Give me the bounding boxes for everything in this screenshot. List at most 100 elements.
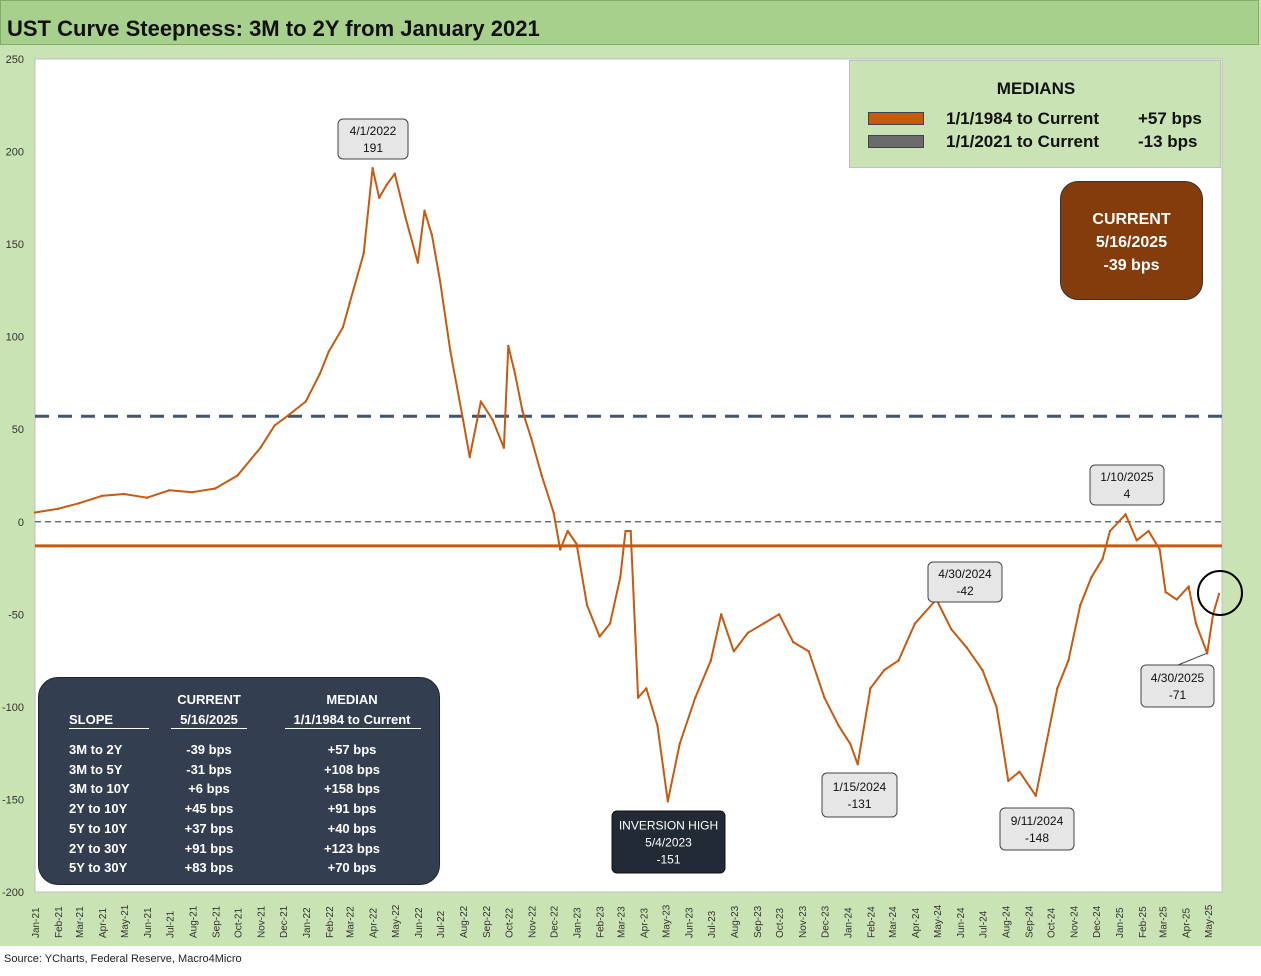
- x-tick-label: Jun-21: [143, 907, 154, 938]
- data-point: [530, 437, 533, 440]
- data-point: [869, 687, 872, 690]
- slope-table: CURRENT MEDIAN SLOPE 5/16/2025 1/1/1984 …: [38, 677, 440, 885]
- annotation-box: [821, 772, 898, 818]
- data-point: [777, 613, 781, 616]
- legend-label-median-2021: 1/1/2021 to Current: [946, 132, 1100, 151]
- x-tick-label: May-25: [1204, 904, 1215, 938]
- header-slope: SLOPE: [69, 712, 114, 727]
- data-point: [608, 622, 612, 625]
- data-point: [288, 413, 291, 416]
- data-point: [1090, 576, 1093, 579]
- data-point: [762, 622, 765, 625]
- source-note: Source: YCharts, Federal Reserve, Macro4…: [4, 953, 242, 965]
- slope-row-current: +37 bps: [184, 820, 234, 836]
- data-point: [995, 705, 998, 709]
- x-tick-label: Oct-24: [1047, 908, 1058, 938]
- x-tick-label: Jun-22: [414, 907, 425, 938]
- x-tick-label: Apr-25: [1182, 908, 1193, 938]
- medians-title: MEDIANS: [996, 79, 1076, 98]
- annotation-text: -148: [1025, 831, 1049, 845]
- x-tick-label: May-21: [120, 904, 131, 938]
- data-point: [619, 576, 622, 579]
- data-point: [468, 455, 471, 459]
- data-point: [214, 487, 217, 490]
- x-tick-label: Jul-24: [978, 910, 989, 938]
- data-point: [645, 687, 648, 690]
- x-tick-label: Nov-24: [1070, 905, 1081, 938]
- x-tick-label: Mar-24: [888, 906, 899, 938]
- annotation-box: [1089, 464, 1165, 506]
- data-point: [807, 650, 810, 653]
- data-point: [1124, 513, 1127, 516]
- x-tick-label: Nov-22: [527, 905, 538, 938]
- data-point: [191, 490, 194, 494]
- annotation-text: 4/1/2022: [350, 124, 397, 138]
- x-tick-label: Mar-25: [1159, 906, 1170, 938]
- data-point: [950, 627, 953, 631]
- data-point: [168, 489, 171, 492]
- data-point: [502, 446, 506, 449]
- data-point: [1147, 529, 1150, 533]
- data-point: [77, 502, 80, 505]
- annotation-text: -131: [847, 797, 871, 811]
- data-point: [393, 172, 397, 175]
- data-point: [304, 400, 307, 403]
- annotation-connector: [1177, 652, 1208, 666]
- data-point: [56, 507, 60, 511]
- data-point: [694, 696, 697, 699]
- data-point: [430, 233, 434, 237]
- current-value-box: CURRENT 5/16/2025 -39 bps: [1060, 181, 1203, 300]
- data-point: [1007, 779, 1010, 783]
- data-point: [385, 183, 388, 187]
- data-point: [981, 668, 984, 672]
- legend-item-median-1984: 1/1/1984 to Current +57 bps: [868, 109, 1208, 131]
- data-point: [552, 511, 555, 514]
- data-point: [837, 724, 840, 727]
- x-tick-label: Aug-22: [459, 905, 470, 938]
- y-tick-label: -100: [2, 702, 24, 714]
- data-point: [507, 344, 510, 348]
- data-point: [666, 800, 670, 803]
- slope-row-current: +6 bps: [188, 781, 230, 797]
- medians-legend: MEDIANS 1/1/1984 to Current +57 bps 1/1/…: [849, 60, 1221, 168]
- data-point: [1034, 794, 1037, 797]
- x-tick-label: Jun-24: [956, 907, 967, 938]
- x-tick-label: Jul-21: [165, 910, 176, 938]
- x-tick-label: Jul-23: [707, 910, 718, 938]
- data-point: [1079, 603, 1082, 607]
- data-point: [438, 279, 442, 283]
- x-tick-label: Feb-24: [866, 906, 877, 938]
- x-tick-label: Jan-24: [843, 907, 854, 938]
- data-point: [491, 418, 494, 422]
- data-point: [273, 424, 276, 427]
- data-point: [598, 635, 601, 638]
- header-underline-median: [285, 728, 421, 729]
- data-point: [849, 742, 852, 746]
- x-tick-label: Mar-23: [616, 906, 627, 938]
- slope-row-current: +91 bps: [184, 840, 234, 856]
- y-tick-label: -150: [2, 794, 24, 806]
- annotation-box: [611, 810, 726, 874]
- x-tick-label: Apr-24: [911, 908, 922, 938]
- data-point: [1044, 742, 1048, 746]
- data-point: [575, 542, 578, 546]
- data-point: [1101, 557, 1104, 560]
- annotation-box: [927, 561, 1003, 603]
- x-tick-label: Dec-24: [1092, 905, 1103, 938]
- legend-label-median-1984: 1/1/1984 to Current: [946, 109, 1100, 128]
- annotation-text: 4/30/2025: [1151, 671, 1205, 685]
- data-point: [403, 215, 407, 218]
- data-point: [327, 350, 330, 353]
- x-tick-label: Sep-23: [753, 905, 764, 938]
- data-point: [378, 196, 381, 200]
- y-tick-label: -200: [2, 887, 24, 899]
- data-point: [33, 511, 37, 514]
- x-tick-label: Mar-22: [346, 906, 357, 938]
- annotation-box: [337, 118, 409, 160]
- x-tick-label: Feb-21: [54, 906, 65, 938]
- annotation-text: 5/4/2023: [645, 836, 692, 850]
- y-tick-label: 250: [6, 54, 24, 66]
- current-point-highlight: [1197, 570, 1243, 616]
- data-point: [423, 209, 426, 212]
- x-tick-label: Aug-24: [1001, 905, 1012, 938]
